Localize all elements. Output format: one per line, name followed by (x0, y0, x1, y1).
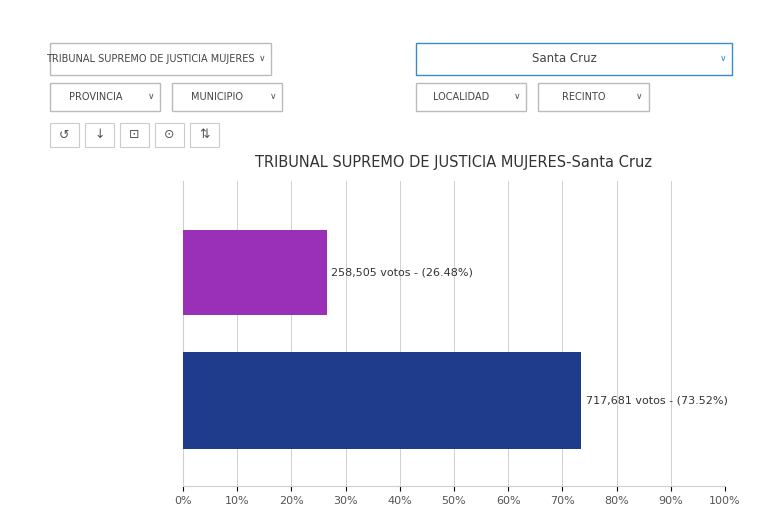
FancyBboxPatch shape (120, 123, 149, 147)
FancyBboxPatch shape (50, 123, 79, 147)
Text: PROVINCIA: PROVINCIA (69, 92, 122, 102)
FancyBboxPatch shape (50, 43, 271, 75)
Bar (183, 230, 327, 315)
FancyBboxPatch shape (416, 43, 732, 75)
FancyBboxPatch shape (190, 123, 219, 147)
Text: ∨: ∨ (259, 54, 265, 64)
Text: 717,681 votos - (73.52%): 717,681 votos - (73.52%) (586, 396, 728, 405)
FancyBboxPatch shape (50, 83, 160, 111)
Text: ⊡: ⊡ (129, 128, 140, 142)
Text: TRIBUNAL SUPREMO DE JUSTICIA MUJERES: TRIBUNAL SUPREMO DE JUSTICIA MUJERES (47, 54, 255, 64)
Text: RECINTO: RECINTO (562, 92, 606, 102)
Text: ∨: ∨ (636, 93, 642, 101)
Text: ⊙: ⊙ (164, 128, 175, 142)
Text: ∨: ∨ (514, 93, 520, 101)
Bar (183, 352, 581, 449)
Text: ∨: ∨ (270, 93, 276, 101)
FancyBboxPatch shape (155, 123, 184, 147)
Text: MUNICIPIO: MUNICIPIO (192, 92, 243, 102)
Title: TRIBUNAL SUPREMO DE JUSTICIA MUJERES-Santa Cruz: TRIBUNAL SUPREMO DE JUSTICIA MUJERES-San… (256, 155, 652, 170)
Text: ∨: ∨ (720, 54, 726, 64)
Text: Santa Cruz: Santa Cruz (532, 52, 597, 66)
Text: ↺: ↺ (59, 128, 69, 142)
Text: ⇅: ⇅ (199, 128, 210, 142)
FancyBboxPatch shape (85, 123, 114, 147)
FancyBboxPatch shape (172, 83, 282, 111)
Text: LOCALIDAD: LOCALIDAD (433, 92, 490, 102)
Text: ∨: ∨ (148, 93, 154, 101)
Text: 258,505 votos - (26.48%): 258,505 votos - (26.48%) (331, 267, 473, 278)
FancyBboxPatch shape (416, 83, 526, 111)
FancyBboxPatch shape (538, 83, 649, 111)
Text: ↓: ↓ (94, 128, 105, 142)
